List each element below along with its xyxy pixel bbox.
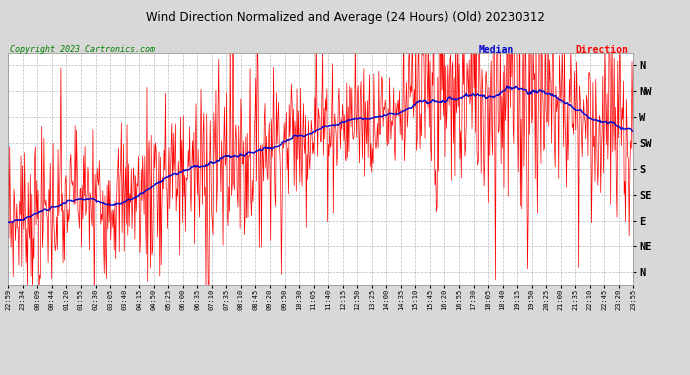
Text: Direction: Direction [575, 45, 628, 55]
Text: Copyright 2023 Cartronics.com: Copyright 2023 Cartronics.com [10, 45, 155, 54]
Text: Wind Direction Normalized and Average (24 Hours) (Old) 20230312: Wind Direction Normalized and Average (2… [146, 11, 544, 24]
Text: Median: Median [479, 45, 514, 55]
